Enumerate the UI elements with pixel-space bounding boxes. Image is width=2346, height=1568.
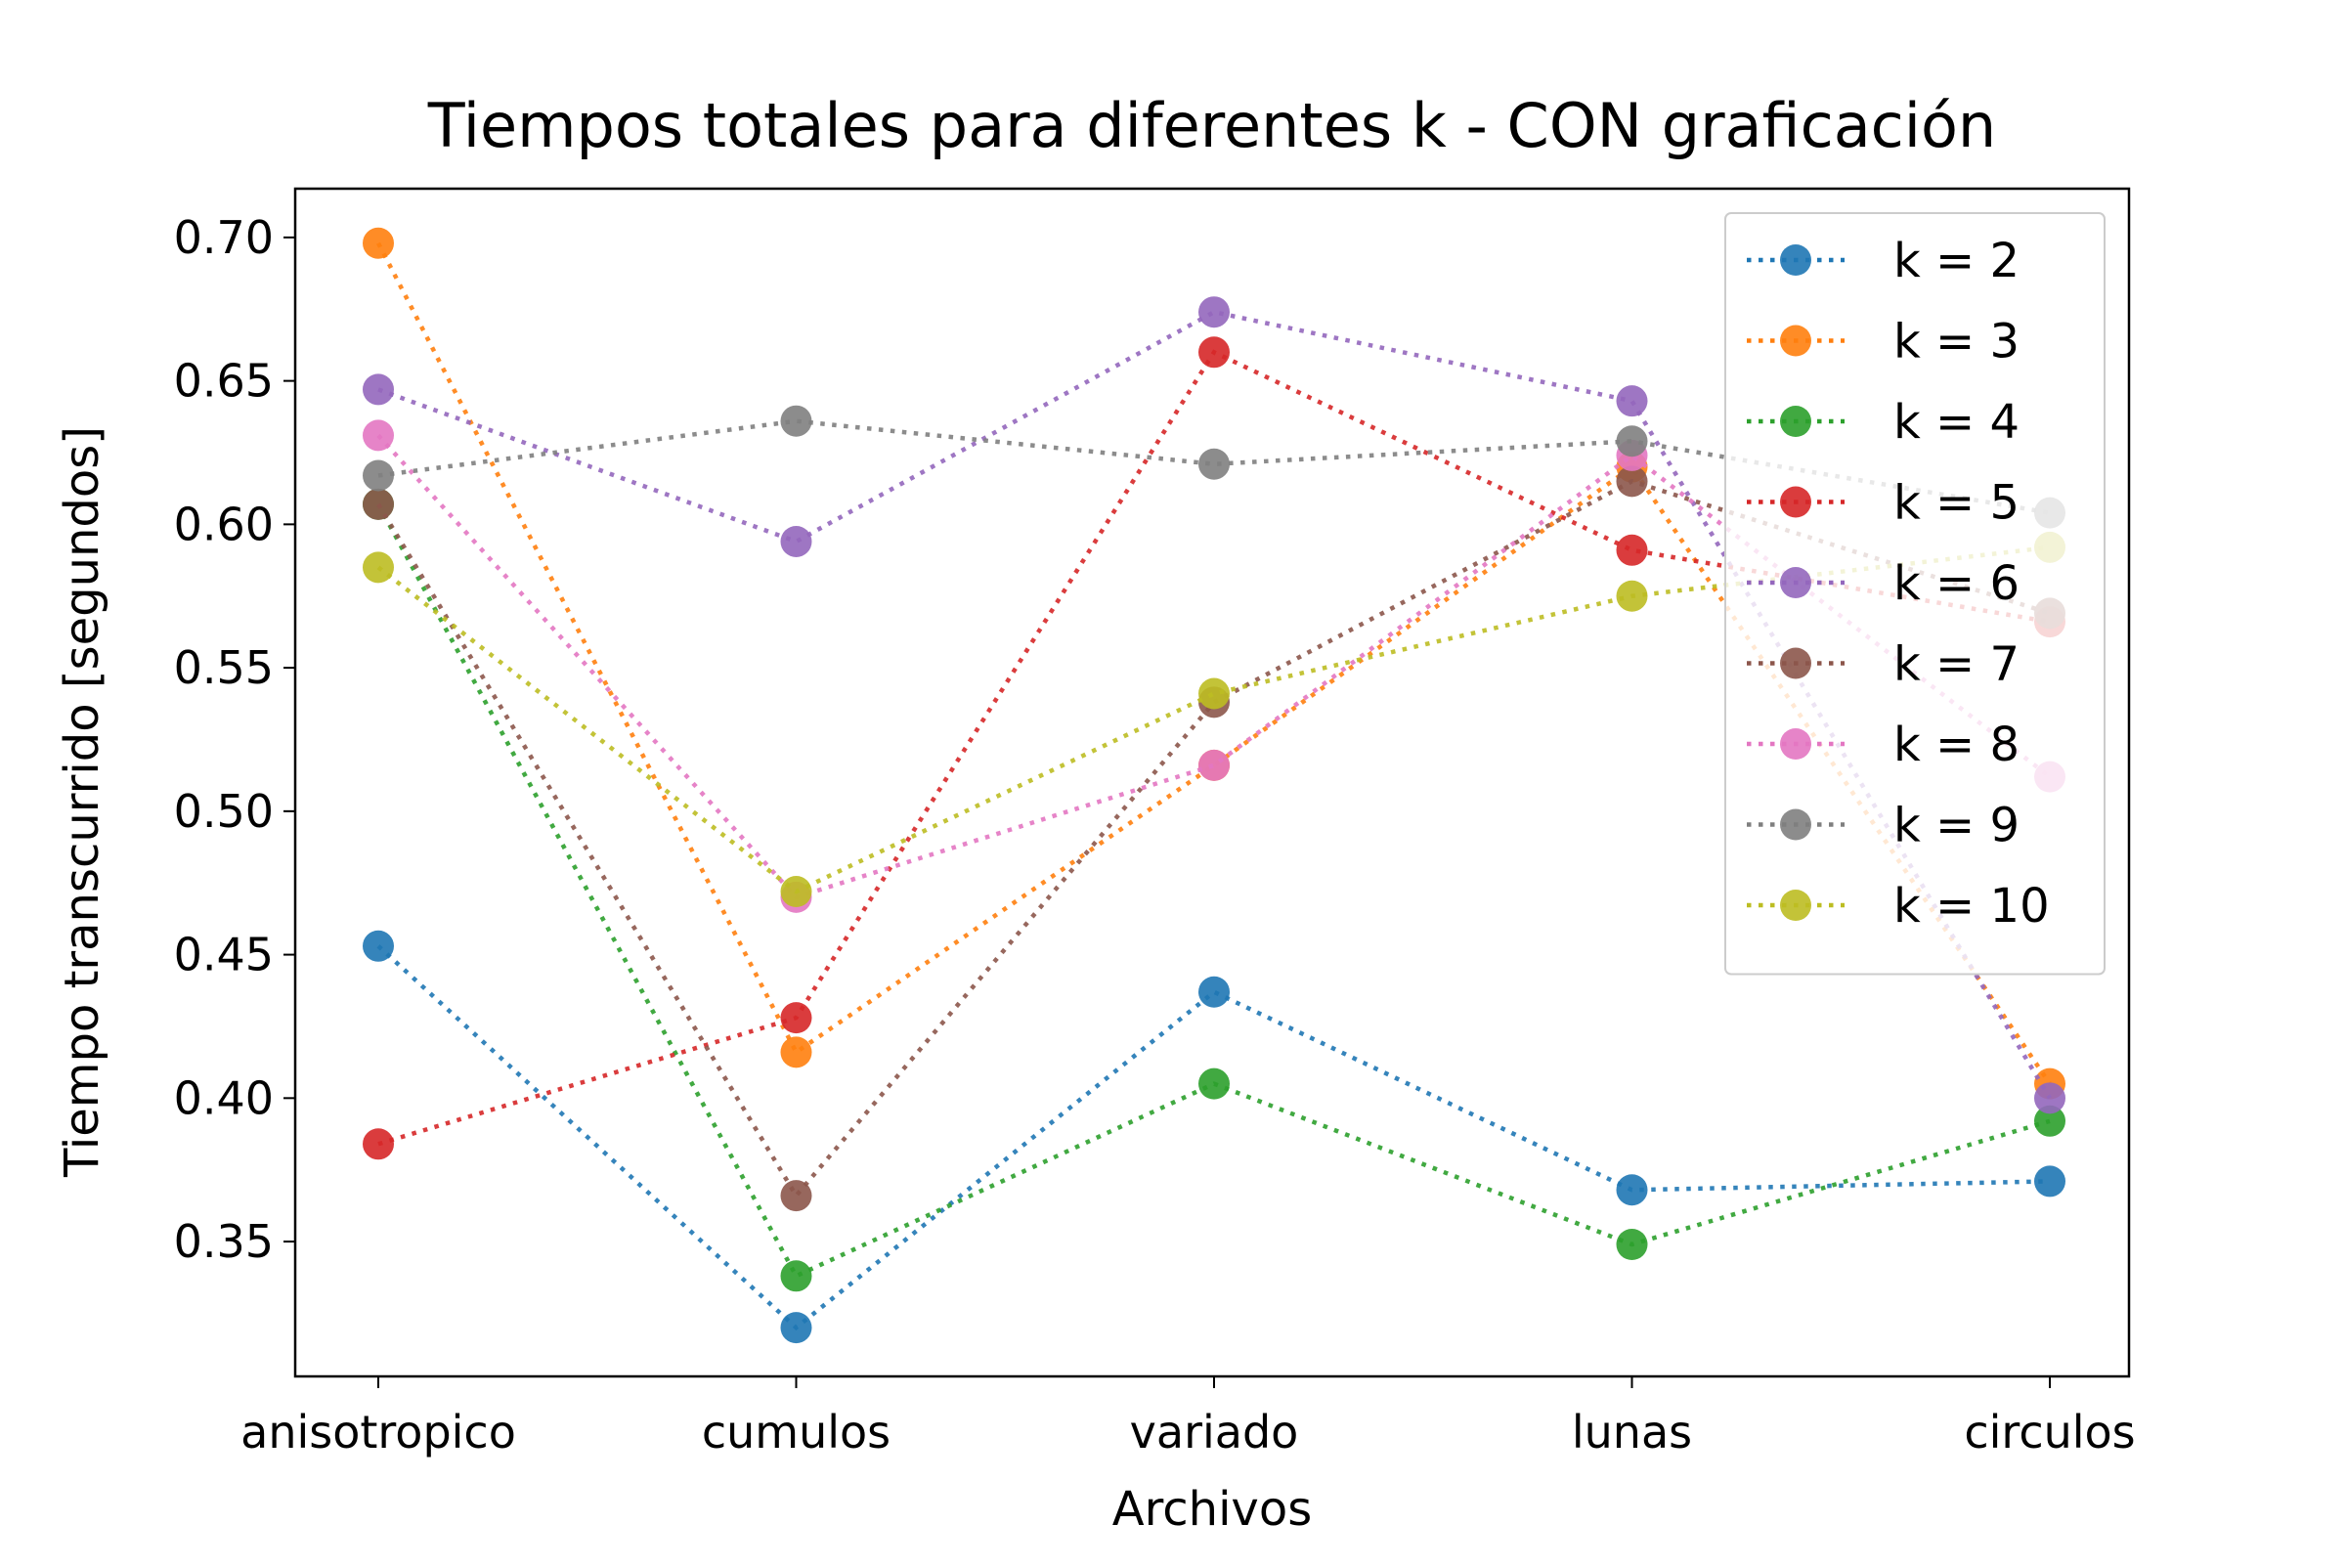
- x-tick-label: variado: [1130, 1406, 1299, 1459]
- legend-marker: [1780, 808, 1811, 841]
- legend-marker: [1780, 406, 1811, 437]
- legend-item: k = 3: [1747, 315, 2020, 370]
- data-point: [1616, 580, 1648, 612]
- data-point: [1198, 749, 1230, 781]
- y-tick-label: 0.55: [174, 641, 274, 694]
- data-point: [1198, 677, 1230, 710]
- y-axis-label: Tiempo transcurrido [segundos]: [55, 426, 109, 1178]
- data-point: [1616, 534, 1648, 566]
- data-point: [780, 525, 812, 557]
- legend-label: k = 7: [1893, 637, 2020, 692]
- x-tick-label: cumulos: [702, 1406, 891, 1459]
- data-point: [780, 876, 812, 908]
- legend-box: [1724, 212, 2106, 976]
- x-axis-label: Archivos: [1112, 1482, 1312, 1537]
- data-point: [2034, 1082, 2065, 1114]
- data-point: [1616, 385, 1648, 417]
- data-point: [1616, 1229, 1648, 1260]
- legend-marker: [1780, 890, 1811, 921]
- legend: k = 2 k = 3 k = 4 k = 5 k = 6 k = 7 k = 8 k = 9…: [1724, 212, 2106, 976]
- data-point: [1616, 425, 1648, 457]
- data-point: [363, 930, 394, 962]
- legend-label: k = 10: [1893, 879, 2050, 934]
- data-point: [363, 1128, 394, 1160]
- data-point: [780, 1180, 812, 1212]
- legend-label: k = 5: [1893, 476, 2020, 531]
- data-point: [363, 551, 394, 584]
- y-tick-label: 0.65: [174, 355, 274, 408]
- legend-item: k = 4: [1747, 395, 2020, 450]
- data-point: [363, 459, 394, 492]
- legend-item: k = 8: [1747, 718, 2020, 772]
- legend-label: k = 6: [1893, 556, 2020, 611]
- legend-item: k = 9: [1747, 799, 2020, 853]
- data-point: [780, 1260, 812, 1292]
- data-point: [363, 419, 394, 452]
- y-tick-label: 0.35: [174, 1215, 274, 1268]
- data-point: [363, 227, 394, 259]
- data-point: [1198, 296, 1230, 328]
- legend-marker: [1780, 567, 1811, 598]
- data-point: [1616, 465, 1648, 498]
- legend-label: k = 8: [1893, 718, 2020, 772]
- y-tick-label: 0.40: [174, 1071, 274, 1124]
- data-point: [1616, 1174, 1648, 1206]
- legend-item: k = 5: [1747, 476, 2020, 531]
- legend-marker: [1780, 486, 1811, 518]
- axes-frame: [293, 187, 2131, 1378]
- y-tick-label: 0.45: [174, 929, 274, 981]
- x-tick-label: anisotropico: [240, 1406, 516, 1459]
- legend-label: k = 3: [1893, 315, 2020, 370]
- legend-item: k = 6: [1747, 556, 2020, 611]
- legend-label: k = 4: [1893, 395, 2020, 450]
- y-tick-label: 0.50: [174, 785, 274, 838]
- series-1: [363, 930, 2065, 1344]
- legend-label: k = 9: [1893, 799, 2020, 853]
- x-tick-label: lunas: [1572, 1406, 1692, 1459]
- series-line: [376, 944, 2051, 1331]
- data-point: [2034, 1165, 2065, 1198]
- data-point: [780, 1002, 812, 1034]
- data-point: [780, 405, 812, 437]
- data-point: [780, 1036, 812, 1068]
- data-point: [1198, 448, 1230, 480]
- y-tick-label: 0.60: [174, 498, 274, 550]
- data-point: [2034, 1105, 2065, 1137]
- legend-item: k = 7: [1747, 637, 2020, 692]
- data-point: [363, 488, 394, 520]
- x-tick-label: circulos: [1964, 1406, 2135, 1459]
- legend-item: k = 2: [1747, 234, 2020, 288]
- data-point: [1198, 976, 1230, 1008]
- data-point: [780, 1312, 812, 1344]
- legend-marker: [1780, 244, 1811, 276]
- legend-label: k = 2: [1893, 234, 2020, 288]
- y-tick-label: 0.70: [174, 211, 274, 264]
- data-point: [1198, 1067, 1230, 1100]
- legend-marker: [1780, 728, 1811, 760]
- legend-marker: [1780, 325, 1811, 357]
- data-point: [363, 373, 394, 406]
- legend-item: k = 10: [1747, 879, 2050, 934]
- data-point: [1198, 336, 1230, 369]
- legend-marker: [1780, 647, 1811, 679]
- chart-title: Tiempos totales para diferentes k - CON …: [427, 90, 1996, 161]
